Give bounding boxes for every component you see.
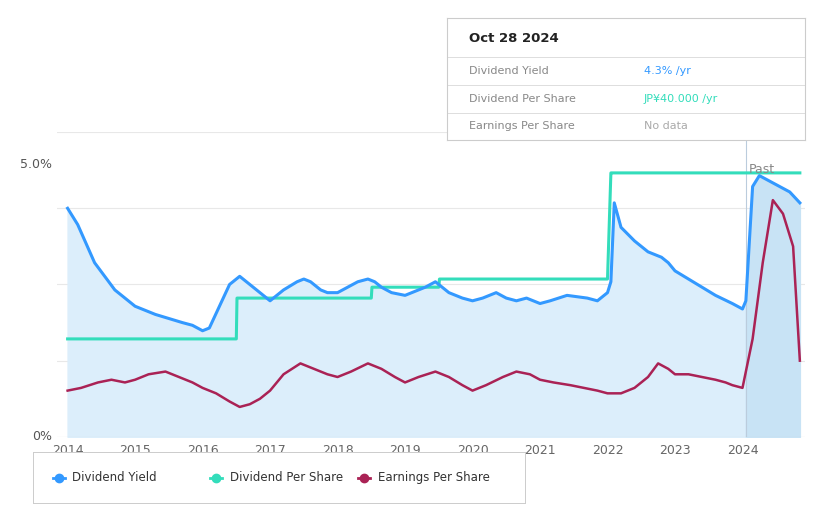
- Text: Dividend Yield: Dividend Yield: [72, 471, 157, 484]
- Text: JP¥40.000 /yr: JP¥40.000 /yr: [644, 94, 718, 104]
- Text: Dividend Per Share: Dividend Per Share: [230, 471, 343, 484]
- Text: Past: Past: [750, 163, 775, 176]
- Text: Earnings Per Share: Earnings Per Share: [469, 121, 575, 131]
- Text: Earnings Per Share: Earnings Per Share: [378, 471, 489, 484]
- Text: 0%: 0%: [32, 430, 52, 443]
- Text: Oct 28 2024: Oct 28 2024: [469, 33, 558, 45]
- Text: Dividend Per Share: Dividend Per Share: [469, 94, 576, 104]
- Text: No data: No data: [644, 121, 688, 131]
- Text: 4.3% /yr: 4.3% /yr: [644, 66, 690, 76]
- Text: Dividend Yield: Dividend Yield: [469, 66, 548, 76]
- Text: 5.0%: 5.0%: [20, 158, 52, 171]
